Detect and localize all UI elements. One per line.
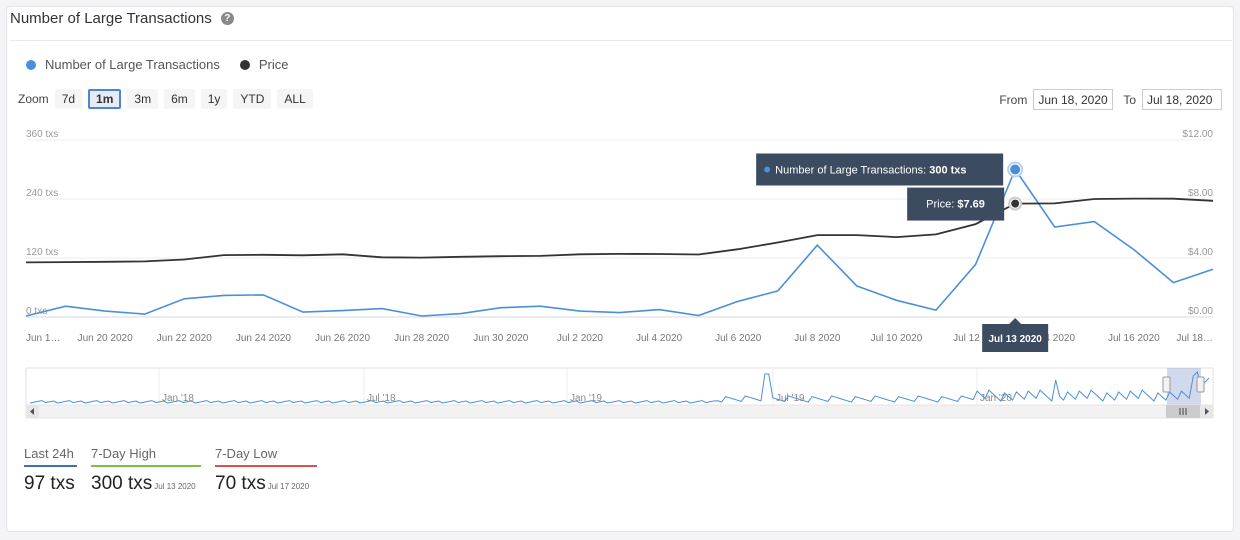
stat-date: Jul 13 2020 bbox=[154, 482, 196, 491]
zoom-1m-button[interactable]: 1m bbox=[88, 89, 122, 109]
x-axis-tick-label: Jul 4 2020 bbox=[636, 333, 683, 344]
x-axis-tick-label: Jun 20 2020 bbox=[78, 333, 133, 344]
zoom-1y-button[interactable]: 1y bbox=[200, 89, 228, 109]
stat-value: 97 txs bbox=[24, 473, 77, 495]
chart-legend: Number of Large Transactions Price bbox=[26, 57, 309, 72]
x-axis-tick-label: Jun 24 2020 bbox=[236, 333, 291, 344]
stat-7day-low: 7-Day Low 70 txs Jul 17 2020 bbox=[215, 445, 317, 495]
transactions-hover-point bbox=[1010, 164, 1021, 175]
tooltip-price-label: Price: bbox=[926, 199, 957, 211]
stat-label: 7-Day Low bbox=[215, 446, 317, 467]
question-circle-icon[interactable]: ? bbox=[220, 12, 234, 25]
right-axis-tick-label: $0.00 bbox=[1188, 306, 1213, 317]
to-label: To bbox=[1123, 92, 1136, 107]
tooltip-date-box bbox=[982, 324, 1049, 352]
left-axis-tick-label: 360 txs bbox=[26, 129, 58, 140]
x-axis-tick-label: Jul 6 2020 bbox=[715, 333, 762, 344]
navigator-tick-label: Jan '19 bbox=[570, 393, 602, 404]
zoom-label: Zoom bbox=[18, 92, 49, 106]
x-axis-tick-label: Jun 26 2020 bbox=[315, 333, 370, 344]
zoom-all-button[interactable]: ALL bbox=[277, 89, 313, 109]
date-range: From To bbox=[999, 89, 1222, 110]
price-hover-point bbox=[1011, 199, 1020, 208]
scroll-left-arrow-icon bbox=[30, 408, 34, 415]
tooltip-price-value: $7.69 bbox=[957, 199, 985, 211]
x-axis-tick-label: Jun 1… bbox=[26, 333, 60, 344]
x-axis-tick-label: Jul 2 2020 bbox=[557, 333, 604, 344]
stat-value: 70 txs Jul 17 2020 bbox=[215, 473, 317, 495]
navigator-scrollbar-track bbox=[25, 404, 1214, 419]
x-axis-tick-label: Jul 12 2… bbox=[953, 333, 998, 344]
tooltip-transactions-box bbox=[756, 153, 1004, 186]
right-axis-tick-label: $8.00 bbox=[1188, 188, 1213, 199]
x-axis-tick-label: Jul 10 2020 bbox=[871, 333, 923, 344]
tooltip-transactions-text: Number of Large Transactions: 300 txs bbox=[775, 165, 966, 177]
page-title: Number of Large Transactions bbox=[10, 10, 212, 27]
zoom-7d-button[interactable]: 7d bbox=[54, 89, 83, 109]
stat-7day-high: 7-Day High 300 txs Jul 13 2020 bbox=[91, 445, 201, 495]
stat-label: 7-Day High bbox=[91, 446, 201, 467]
legend-dot-icon bbox=[26, 59, 36, 70]
x-axis-tick-label: Jun 30 2020 bbox=[473, 333, 528, 344]
navigator-tick-label: Jul '18 bbox=[367, 393, 396, 404]
chart-header: Number of Large Transactions ? bbox=[10, 10, 234, 27]
right-axis-tick-label: $12.00 bbox=[1182, 129, 1213, 140]
scroll-right-arrow-icon bbox=[1205, 408, 1209, 415]
x-axis-tick-label: Jul 18… bbox=[1176, 333, 1213, 344]
left-axis-tick-label: 240 txs bbox=[26, 188, 58, 199]
legend-label: Price bbox=[258, 57, 289, 72]
navigator-tick-label: Jan '20 bbox=[980, 393, 1012, 404]
transactions-series-line bbox=[25, 167, 1214, 317]
stat-value-text: 70 txs bbox=[215, 473, 266, 494]
x-axis-tick-label: Jul 8 2020 bbox=[794, 333, 841, 344]
legend-label: Number of Large Transactions bbox=[45, 57, 220, 72]
navigator-series-line bbox=[29, 371, 1210, 404]
tooltip-date-pointer bbox=[1009, 318, 1022, 324]
x-axis-tick-label: Jul 16 2020 bbox=[1108, 333, 1160, 344]
legend-item-transactions[interactable]: Number of Large Transactions bbox=[26, 57, 220, 72]
from-date-input[interactable] bbox=[1033, 89, 1114, 110]
zoom-ytd-button[interactable]: YTD bbox=[233, 89, 272, 109]
stat-value-text: 97 txs bbox=[24, 473, 75, 494]
from-label: From bbox=[999, 92, 1028, 107]
tooltip-dot-icon bbox=[764, 166, 771, 173]
to-date-input[interactable] bbox=[1142, 89, 1222, 110]
navigator-right-handle[interactable] bbox=[1196, 376, 1205, 393]
zoom-6m-button[interactable]: 6m bbox=[164, 89, 195, 109]
navigator-tick-label: Jul '19 bbox=[776, 393, 805, 404]
legend-dot-icon bbox=[239, 59, 250, 70]
zoom-selector: Zoom 7d 1m 3m 6m 1y YTD ALL bbox=[18, 89, 319, 109]
stat-last-24h: Last 24h 97 txs bbox=[24, 445, 77, 495]
tooltip-date-text: Jul 13 2020 bbox=[988, 334, 1042, 345]
navigator-tick-label: Jan '18 bbox=[162, 393, 194, 404]
left-axis-tick-label: 120 txs bbox=[26, 247, 58, 258]
tooltip-price-box bbox=[907, 187, 1005, 221]
left-axis-tick-label: 0 txs bbox=[26, 306, 47, 317]
zoom-3m-button[interactable]: 3m bbox=[127, 89, 159, 109]
navigator-area bbox=[25, 367, 1214, 406]
navigator-left-handle[interactable] bbox=[1162, 376, 1171, 393]
x-axis-tick-label: Jun 28 2020 bbox=[394, 333, 449, 344]
right-axis-tick-label: $4.00 bbox=[1188, 247, 1213, 258]
tooltip-price-text: Price: $7.69 bbox=[926, 199, 985, 211]
legend-item-price[interactable]: Price bbox=[239, 57, 289, 72]
x-axis-tick-label: Jun 22 2020 bbox=[157, 333, 212, 344]
price-series-line bbox=[25, 197, 1214, 264]
chart-svg: 0 txs $0.00 120 txs $4.00 240 txs $8.00 360 tx… bbox=[25, 129, 1214, 419]
tooltip-tx-label: Number of Large Transactions: bbox=[775, 165, 929, 177]
stat-label: Last 24h bbox=[24, 446, 77, 467]
stat-date: Jul 17 2020 bbox=[267, 482, 310, 491]
stat-value-text: 300 txs bbox=[91, 473, 153, 494]
stat-value: 300 txs Jul 13 2020 bbox=[91, 473, 201, 495]
header-divider bbox=[10, 40, 1232, 41]
tooltip-tx-value: 300 txs bbox=[929, 165, 966, 177]
x-axis-tick-label: …4 2020 bbox=[1034, 333, 1075, 344]
stats-panel: Last 24h 97 txs 7-Day High 300 txs Jul 13… bbox=[24, 445, 331, 495]
navigator-selection[interactable] bbox=[1167, 368, 1201, 405]
